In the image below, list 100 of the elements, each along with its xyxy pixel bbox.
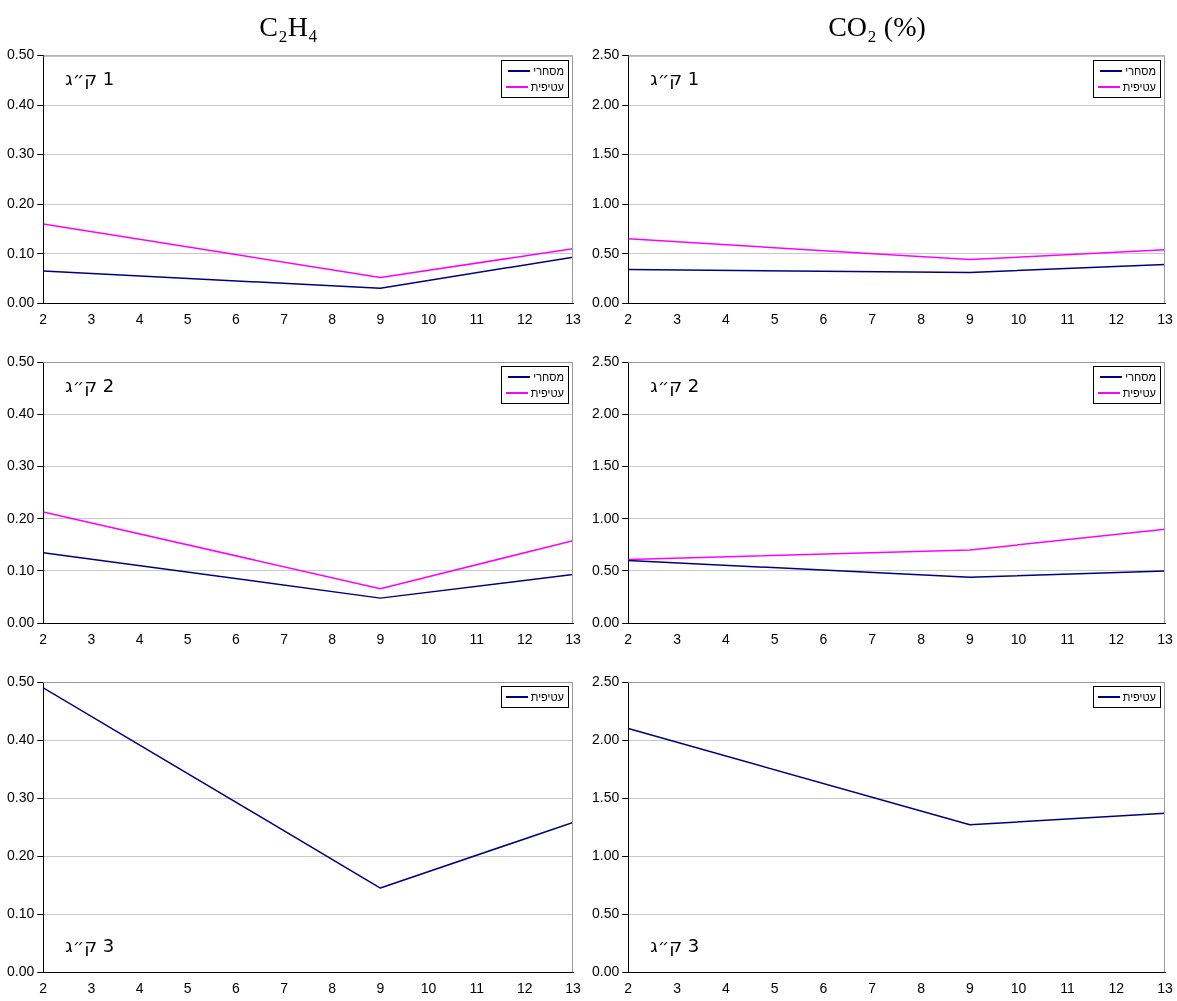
x-tick-label: 3 — [673, 631, 682, 648]
x-tick-label: 4 — [721, 311, 730, 328]
x-tick-label: 10 — [1010, 980, 1027, 997]
y-tick-label: 0.30 — [7, 145, 35, 162]
x-tick-label: 5 — [183, 311, 192, 328]
y-tick-label: 0.50 — [592, 244, 620, 261]
x-tick-label: 12 — [1108, 311, 1125, 328]
x-tick-label: 12 — [1108, 631, 1125, 648]
x-tick-label: 7 — [280, 311, 289, 328]
x-tick-label: 4 — [135, 980, 144, 997]
y-tick-label: 0.10 — [7, 905, 35, 922]
y-tick-label: 0.00 — [7, 294, 35, 311]
x-tick-label: 7 — [280, 980, 289, 997]
y-tick-label: 0.20 — [7, 195, 35, 212]
y-tick-label: 0.00 — [7, 963, 35, 980]
y-tick-label: 0.10 — [7, 561, 35, 578]
y-tick-label: 2.00 — [592, 405, 620, 422]
y-tick-label: 2.00 — [592, 730, 620, 747]
x-tick-label: 9 — [965, 980, 974, 997]
x-tick-label: 2 — [624, 631, 633, 648]
y-tick-label: 0.00 — [592, 294, 620, 311]
x-tick-label: 3 — [673, 980, 682, 997]
y-tick-label: 0.40 — [7, 405, 35, 422]
x-tick-label: 10 — [420, 980, 437, 997]
y-tick-label: 2.50 — [592, 46, 620, 63]
annotation: 3 ק״ג — [650, 934, 700, 956]
x-tick-label: 12 — [1108, 980, 1125, 997]
x-tick-label: 3 — [87, 311, 96, 328]
y-tick-label: 2.50 — [592, 352, 620, 369]
y-tick-label: 0.40 — [7, 730, 35, 747]
x-tick-label: 6 — [819, 631, 828, 648]
x-tick-label: 11 — [469, 631, 485, 648]
x-tick-label: 11 — [1060, 980, 1075, 997]
y-tick-label: 0.20 — [7, 509, 35, 526]
x-tick-label: 9 — [376, 311, 385, 328]
legend-label: מסחרי — [1125, 63, 1156, 79]
chart-title: C₂H₄ — [259, 11, 318, 43]
x-tick-label: 5 — [183, 631, 192, 648]
x-tick-label: 8 — [328, 311, 337, 328]
y-tick-label: 1.50 — [592, 457, 620, 474]
x-tick-label: 9 — [965, 311, 974, 328]
legend-label: עטיפית — [1122, 79, 1156, 95]
y-tick-label: 0.30 — [7, 788, 35, 805]
y-tick-label: 0.00 — [7, 614, 35, 631]
x-tick-label: 4 — [135, 631, 144, 648]
x-tick-label: 12 — [517, 311, 533, 328]
y-tick-label: 0.40 — [7, 95, 35, 112]
x-tick-label: 2 — [39, 980, 48, 997]
x-tick-label: 7 — [868, 311, 877, 328]
x-tick-label: 7 — [868, 980, 877, 997]
y-tick-label: 0.50 — [592, 561, 620, 578]
x-tick-label: 8 — [328, 631, 337, 648]
y-tick-label: 0.50 — [592, 905, 620, 922]
x-tick-label: 2 — [624, 311, 633, 328]
y-tick-label: 2.00 — [592, 95, 620, 112]
x-tick-label: 5 — [183, 980, 192, 997]
y-tick-label: 0.50 — [7, 672, 35, 689]
x-tick-label: 5 — [770, 311, 779, 328]
y-tick-label: 0.00 — [592, 963, 620, 980]
annotation: 3 ק״ג — [65, 934, 115, 956]
y-tick-label: 0.10 — [7, 244, 35, 261]
x-tick-label: 5 — [770, 631, 779, 648]
x-tick-label: 2 — [39, 631, 48, 648]
y-tick-label: 2.50 — [592, 672, 620, 689]
annotation: 1 ק״ג — [65, 68, 115, 90]
x-tick-label: 9 — [965, 631, 974, 648]
x-tick-label: 12 — [517, 631, 533, 648]
x-tick-label: 7 — [280, 631, 289, 648]
x-tick-label: 10 — [420, 311, 437, 328]
legend-label: מסחרי — [1125, 370, 1156, 385]
x-tick-label: 13 — [1157, 311, 1173, 328]
x-tick-label: 3 — [673, 311, 682, 328]
legend-label: עטיפית — [530, 386, 564, 401]
x-tick-label: 10 — [1010, 631, 1027, 648]
x-tick-label: 11 — [469, 980, 485, 997]
x-tick-label: 6 — [231, 311, 240, 328]
y-tick-label: 1.00 — [592, 846, 620, 863]
x-tick-label: 8 — [917, 311, 926, 328]
legend-label: מסחרי — [533, 370, 564, 385]
legend-label: עטיפית — [530, 690, 564, 705]
x-tick-label: 3 — [87, 980, 96, 997]
y-tick-label: 1.00 — [592, 509, 620, 526]
x-tick-label: 10 — [1010, 311, 1027, 328]
annotation: 2 ק״ג — [65, 374, 115, 396]
y-tick-label: 1.50 — [592, 145, 620, 162]
x-tick-label: 13 — [1157, 631, 1173, 648]
x-tick-label: 7 — [868, 631, 877, 648]
legend-label: עטיפית — [1122, 690, 1156, 705]
x-tick-label: 8 — [917, 631, 926, 648]
x-tick-label: 4 — [135, 311, 144, 328]
y-tick-label: 0.20 — [7, 846, 35, 863]
x-tick-label: 12 — [517, 980, 533, 997]
x-tick-label: 3 — [87, 631, 96, 648]
chart-title: CO₂ (%) — [828, 11, 926, 43]
y-tick-label: 0.00 — [592, 614, 620, 631]
x-tick-label: 6 — [819, 980, 828, 997]
x-tick-label: 6 — [231, 631, 240, 648]
x-tick-label: 13 — [565, 980, 581, 997]
x-tick-label: 8 — [917, 980, 926, 997]
y-tick-label: 0.30 — [7, 457, 35, 474]
